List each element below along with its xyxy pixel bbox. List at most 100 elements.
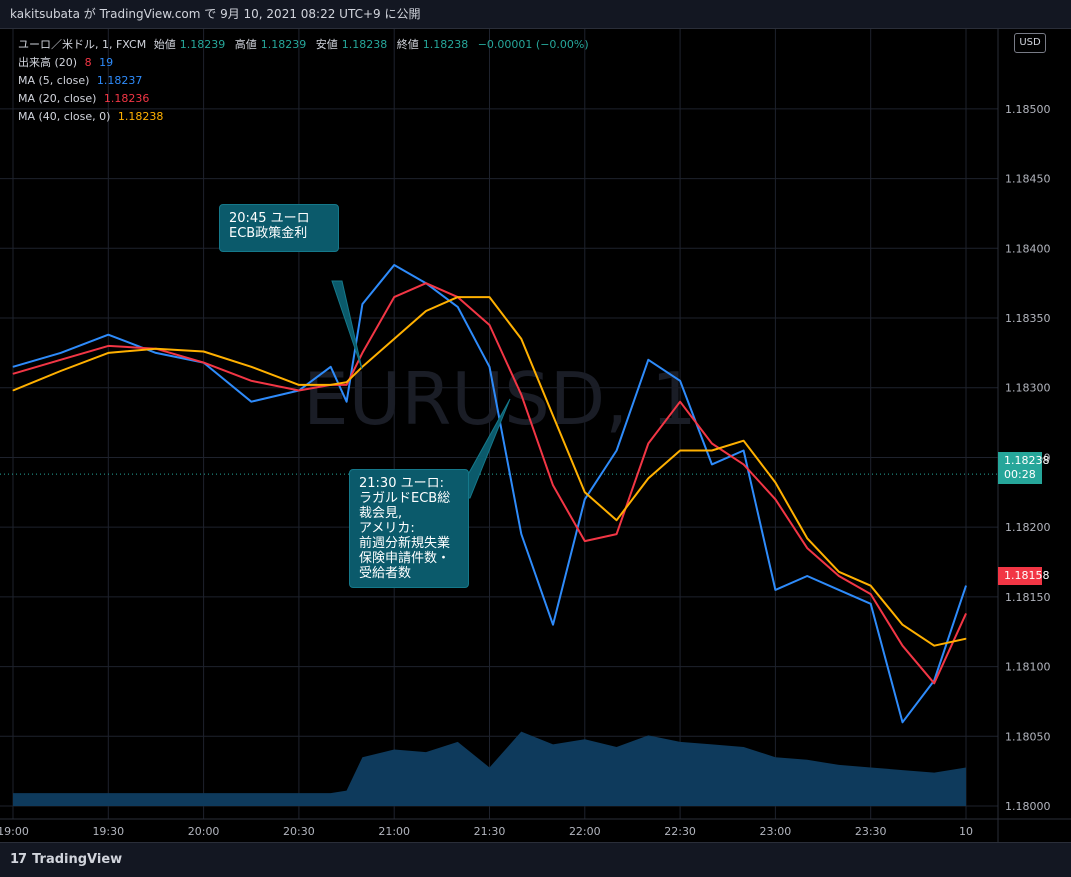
ma-point <box>346 401 348 403</box>
ma-point <box>489 324 490 326</box>
legend-ma20-row[interactable]: MA (20, close) 1.18236 <box>18 90 593 108</box>
x-tick-label: 21:00 <box>378 825 410 838</box>
ma-point <box>60 370 62 372</box>
ma-point <box>806 537 808 539</box>
ma-point <box>155 348 157 350</box>
ma-point <box>250 366 252 368</box>
callout-ecb-rate[interactable]: 20:45 ユーロ ECB政策金利 <box>219 204 339 252</box>
ma-point <box>870 593 872 595</box>
y-tick-label: 1.18500 <box>1005 103 1051 116</box>
ma-point <box>647 443 649 444</box>
ma-point <box>933 682 935 684</box>
ma-point <box>489 366 490 368</box>
ma-point <box>616 533 618 535</box>
ma-point <box>107 352 109 354</box>
ohlc-low-label: 安値 <box>315 38 338 51</box>
ma-point <box>584 491 586 493</box>
ma-point <box>107 334 109 336</box>
volume-value-2: 19 <box>99 56 114 69</box>
ma-point <box>901 721 903 723</box>
chart-frame[interactable]: 1.18500 1.18450 1.18400 1.18350 1.18300 1.182… <box>0 28 1071 843</box>
ma-point <box>393 338 395 340</box>
ma-point <box>616 449 618 451</box>
ma-point <box>711 443 713 444</box>
x-tick-label: 19:00 <box>0 825 29 838</box>
y-tick-label: 1.18400 <box>1005 242 1051 255</box>
ma-point <box>346 384 348 386</box>
ma-point <box>965 613 967 615</box>
ma-point <box>330 384 332 386</box>
ma-point <box>679 380 681 382</box>
ohlc-low-value: 1.18238 <box>341 38 388 51</box>
x-tick-label: 21:30 <box>474 825 506 838</box>
ma-point <box>743 449 745 451</box>
ma-point <box>12 373 14 375</box>
legend-symbol-row: ユーロ／米ドル, 1, FXCM 始値 1.18239 高値 1.18239 安値 1… <box>18 36 593 54</box>
ma-point <box>616 519 618 521</box>
ma-point <box>870 603 872 605</box>
ma-point <box>901 645 903 647</box>
ma-point <box>60 352 62 354</box>
ma-point <box>711 449 713 451</box>
volume-area <box>13 731 966 806</box>
currency-button[interactable]: USD <box>1014 33 1046 53</box>
ma-point <box>107 345 109 347</box>
ohlc-open-value: 1.18239 <box>179 38 226 51</box>
callout-lagarde-press[interactable]: 21:30 ユーロ: ラガルドECB総 裁会見, アメリカ: 前週分新規失業 保… <box>349 469 469 588</box>
ma-point <box>203 350 205 352</box>
y-tick-label: 1.18450 <box>1005 173 1051 186</box>
ma-point <box>679 401 681 403</box>
x-tick-label: 20:30 <box>283 825 315 838</box>
ma-point <box>965 638 967 640</box>
ma-point <box>933 645 935 647</box>
legend-ma5-row[interactable]: MA (5, close) 1.18237 <box>18 72 593 90</box>
ma-point <box>520 338 522 340</box>
ohlc-high-value: 1.18239 <box>260 38 307 51</box>
ma5-label: MA (5, close) <box>18 74 90 87</box>
x-tick-label: 23:00 <box>760 825 792 838</box>
ma-point <box>647 359 649 361</box>
ma-point <box>425 310 427 312</box>
y-tick-label: 1.18200 <box>1005 521 1051 534</box>
ma40-value: 1.18238 <box>117 110 164 123</box>
x-tick-label: 10 <box>959 825 973 838</box>
last-price-value: 1.18238 <box>1004 454 1050 467</box>
symbol-label[interactable]: ユーロ／米ドル, 1, FXCM <box>18 38 147 51</box>
ma-point <box>203 362 205 364</box>
y-tick-label: 1.18300 <box>1005 382 1051 395</box>
y-tick-label: 1.18000 <box>1005 800 1051 813</box>
ohlc-high-label: 高値 <box>234 38 257 51</box>
tradingview-logo[interactable]: 𝟭𝟳 TradingView <box>10 852 122 867</box>
ma-point <box>457 306 459 308</box>
last-price-tag: 1.18238 00:28 <box>998 452 1050 484</box>
ma-point <box>361 303 363 305</box>
legend-volume-row[interactable]: 出来高 (20) 8 19 <box>18 54 593 72</box>
x-tick-label: 19:30 <box>92 825 124 838</box>
ma-point <box>679 449 681 451</box>
y-tick-label: 1.18050 <box>1005 730 1051 743</box>
ma-point <box>584 498 586 500</box>
ma-point <box>393 296 395 298</box>
ma-point <box>520 394 522 396</box>
volume-value-1: 8 <box>84 56 92 69</box>
price-chart[interactable]: 1.18500 1.18450 1.18400 1.18350 1.18300 1.182… <box>0 29 1071 842</box>
ma-point <box>552 624 554 626</box>
change-value: −0.00001 (−0.00%) <box>477 38 589 51</box>
ma-point <box>330 366 332 368</box>
countdown-value: 00:28 <box>1004 468 1036 481</box>
ma-point <box>60 359 62 361</box>
callout-pointer-1 <box>331 280 363 370</box>
legend-panel: ユーロ／米ドル, 1, FXCM 始値 1.18239 高値 1.18239 安値 1… <box>18 36 593 126</box>
ma-point <box>457 296 459 298</box>
ma40-label: MA (40, close, 0) <box>18 110 111 123</box>
footer-bar: 𝟭𝟳 TradingView <box>0 843 1071 877</box>
symbol-watermark: EURUSD, 1 <box>303 357 697 441</box>
x-tick-label: 20:00 <box>188 825 220 838</box>
ma20-value: 1.18236 <box>103 92 150 105</box>
tv-logo-icon: 𝟭𝟳 <box>10 852 27 867</box>
x-tick-label: 23:30 <box>855 825 887 838</box>
legend-ma40-row[interactable]: MA (40, close, 0) 1.18238 <box>18 108 593 126</box>
ma-point <box>393 264 395 266</box>
ma-point <box>743 440 745 442</box>
x-tick-label: 22:00 <box>569 825 601 838</box>
